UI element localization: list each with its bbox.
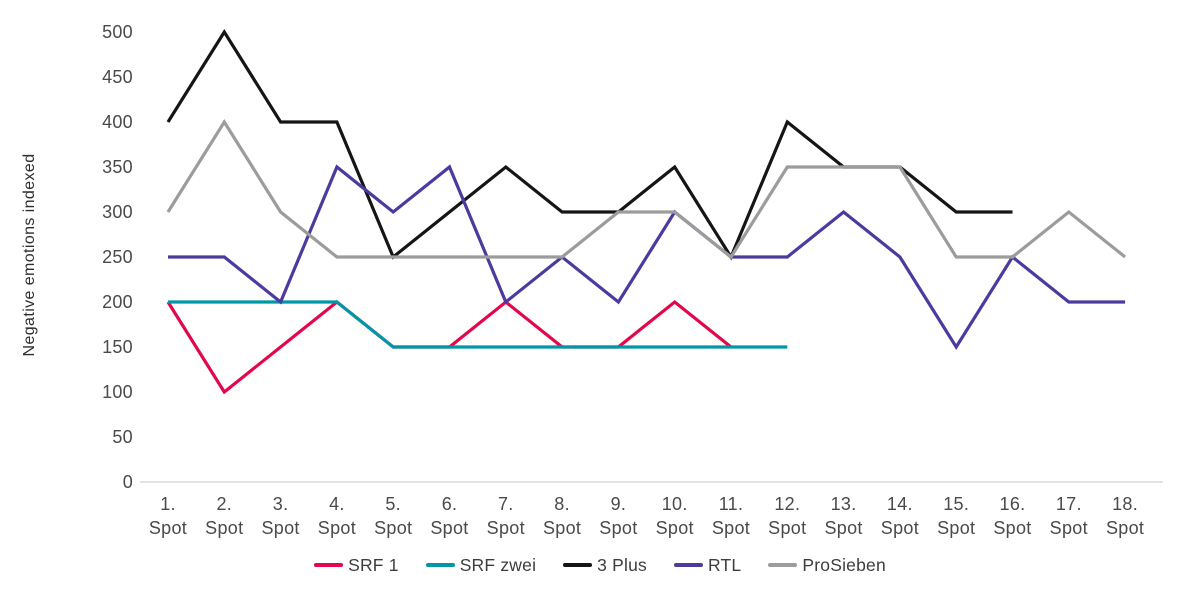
legend-swatch-prosieben [768, 563, 798, 567]
legend-label: RTL [708, 554, 742, 575]
y-tick-label: 200 [102, 292, 133, 312]
y-tick-label: 250 [102, 247, 133, 267]
x-tick-label: 16. Spot [993, 494, 1031, 538]
y-tick-label: 50 [112, 427, 133, 447]
series-line-srf-zwei [168, 300, 788, 349]
x-tick-label: 1. Spot [149, 494, 187, 538]
y-tick-label: 0 [123, 472, 133, 492]
legend-item-prosieben: ProSieben [768, 555, 886, 576]
x-tick-label: 15. Spot [937, 494, 975, 538]
legend-label: 3 Plus [597, 554, 648, 575]
series-lines [166, 28, 1127, 395]
y-tick-label: 400 [102, 112, 133, 132]
x-tick-label: 3. Spot [261, 494, 299, 538]
x-tick-label: 7. Spot [487, 494, 525, 538]
legend-swatch-srf-1 [314, 563, 344, 567]
y-tick-label: 450 [102, 67, 133, 87]
x-tick-label: 9. Spot [599, 494, 637, 538]
legend-swatch-3-plus [563, 563, 593, 567]
legend-swatch-srf-zwei [425, 563, 455, 567]
x-tick-label: 13. Spot [824, 494, 862, 538]
x-tick-label: 4. Spot [318, 494, 356, 538]
y-tick-label: 300 [102, 202, 133, 222]
series-line-prosieben [166, 118, 1127, 260]
x-tick-label: 17. Spot [1050, 494, 1088, 538]
y-tick-label: 500 [102, 22, 133, 42]
chart-legend: SRF 1 SRF zwei 3 Plus RTL ProSieben [0, 550, 1200, 580]
y-tick-label: 100 [102, 382, 133, 402]
x-tick-label: 11. Spot [712, 494, 750, 538]
series-line-rtl [168, 164, 1126, 351]
x-tick-label: 2. Spot [205, 494, 243, 538]
legend-item-rtl: RTL [674, 555, 741, 576]
legend-item-srf-1: SRF 1 [314, 555, 399, 576]
legend-item-srf-zwei: SRF zwei [425, 554, 537, 576]
y-tick-label: 150 [102, 337, 133, 357]
x-axis-tick-labels: 1. Spot 2. Spot 3. Spot 4. Spot 5. Spot 6. Spot 7. Sp… [149, 494, 1144, 538]
x-tick-label: 18. Spot [1106, 494, 1144, 538]
legend-label: SRF 1 [348, 554, 399, 575]
x-tick-label: 10. Spot [656, 494, 694, 538]
x-tick-label: 14. Spot [881, 494, 919, 538]
y-axis-tick-labels: 0 50 100 150 200 250 300 350 400 450 500 [102, 22, 133, 492]
x-tick-label: 12. Spot [768, 494, 806, 538]
legend-label: SRF zwei [459, 554, 537, 575]
x-tick-label: 8. Spot [543, 494, 581, 538]
x-tick-label: 6. Spot [430, 494, 468, 538]
line-chart: Negative emotions indexed 0 50 100 150 200 25… [21, 22, 1163, 538]
legend-item-3-plus: 3 Plus [563, 555, 647, 576]
y-tick-label: 350 [102, 157, 133, 177]
legend-swatch-rtl [674, 563, 704, 567]
legend-label: ProSieben [802, 554, 886, 575]
y-axis-title: Negative emotions indexed [21, 153, 38, 356]
x-tick-label: 5. Spot [374, 494, 412, 538]
